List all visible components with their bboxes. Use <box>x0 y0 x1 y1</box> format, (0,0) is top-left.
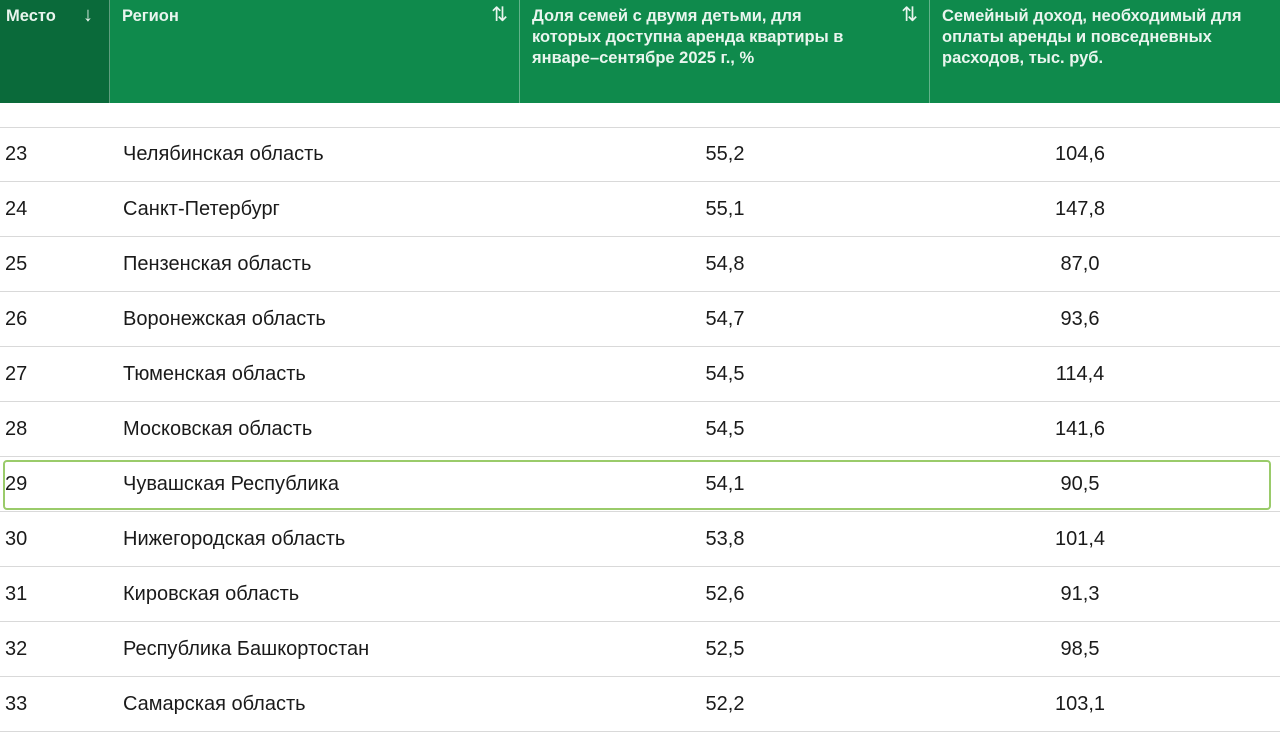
cell-income: 141,6 <box>1054 417 1106 440</box>
cell-place: 26 <box>5 307 28 330</box>
cell-region: Московская область <box>123 417 313 440</box>
cell-share: 54,8 <box>705 252 745 275</box>
cell-region: Воронежская область <box>123 307 326 330</box>
cell-region: Санкт-Петербург <box>123 197 280 220</box>
cell-place: 30 <box>5 527 28 550</box>
header-share[interactable]: Доля семей с двумя детьми, для которых д… <box>520 0 930 103</box>
cell-share: 52,6 <box>705 582 745 605</box>
cell-income: 87,0 <box>1060 252 1100 275</box>
partially-hidden-row <box>0 103 1280 128</box>
cell-region: Самарская область <box>123 692 306 715</box>
cell-share: 54,5 <box>705 417 745 440</box>
table-row[interactable]: 23 Челябинская область 55,2 104,6 <box>0 127 1280 182</box>
table-row[interactable]: 24 Санкт-Петербург 55,1 147,8 <box>0 182 1280 237</box>
cell-place: 28 <box>5 417 28 440</box>
cell-share: 54,1 <box>705 472 745 495</box>
header-region[interactable]: Регион ⇅ <box>110 0 520 103</box>
cell-income: 91,3 <box>1060 582 1100 605</box>
table-row[interactable]: 31 Кировская область 52,6 91,3 <box>0 567 1280 622</box>
cell-place: 24 <box>5 197 28 220</box>
cell-income: 93,6 <box>1060 307 1100 330</box>
cell-share: 55,1 <box>705 197 745 220</box>
sort-toggle-icon[interactable]: ⇅ <box>901 4 918 26</box>
table-row[interactable]: 28 Московская область 54,5 141,6 <box>0 402 1280 457</box>
header-income: Семейный доход, необходимый для оплаты а… <box>930 0 1280 103</box>
cell-place: 27 <box>5 362 28 385</box>
header-income-label: Семейный доход, необходимый для оплаты а… <box>942 7 1242 67</box>
table-row[interactable]: 32 Республика Башкортостан 52,5 98,5 <box>0 622 1280 677</box>
cell-place: 25 <box>5 252 28 275</box>
cell-region: Чувашская Республика <box>123 472 339 495</box>
table-row[interactable]: 27 Тюменская область 54,5 114,4 <box>0 347 1280 402</box>
header-place-label: Место <box>6 7 56 25</box>
cell-place: 29 <box>5 472 28 495</box>
cell-income: 147,8 <box>1054 197 1106 220</box>
cell-share: 55,2 <box>705 142 745 165</box>
cell-income: 104,6 <box>1054 142 1106 165</box>
header-share-label: Доля семей с двумя детьми, для которых д… <box>532 7 844 67</box>
cell-share: 52,2 <box>705 692 745 715</box>
table-row[interactable]: 26 Воронежская область 54,7 93,6 <box>0 292 1280 347</box>
cell-income: 98,5 <box>1060 637 1100 660</box>
cell-region: Тюменская область <box>123 362 306 385</box>
cell-place: 31 <box>5 582 28 605</box>
cell-region: Республика Башкортостан <box>123 637 370 660</box>
cell-region: Челябинская область <box>123 142 324 165</box>
header-region-label: Регион <box>122 7 179 25</box>
cell-region: Кировская область <box>123 582 300 605</box>
cell-share: 54,5 <box>705 362 745 385</box>
sort-toggle-icon[interactable]: ⇅ <box>491 4 508 26</box>
cell-income: 90,5 <box>1060 472 1100 495</box>
table-row[interactable]: 30 Нижегородская область 53,8 101,4 <box>0 512 1280 567</box>
cell-place: 32 <box>5 637 28 660</box>
table-row[interactable]: 33 Самарская область 52,2 103,1 <box>0 677 1280 732</box>
table-row-highlighted[interactable]: 29 Чувашская Республика 54,1 90,5 <box>0 457 1280 512</box>
cell-share: 52,5 <box>705 637 745 660</box>
header-place[interactable]: Место ↓ <box>0 0 110 103</box>
cell-income: 103,1 <box>1054 692 1106 715</box>
cell-region: Нижегородская область <box>123 527 346 550</box>
cell-income: 101,4 <box>1054 527 1106 550</box>
sort-desc-icon[interactable]: ↓ <box>83 4 93 26</box>
table-header: Место ↓ Регион ⇅ Доля семей с двумя деть… <box>0 0 1280 103</box>
cell-share: 54,7 <box>705 307 745 330</box>
cell-place: 23 <box>5 142 28 165</box>
cell-income: 114,4 <box>1055 362 1105 385</box>
cell-share: 53,8 <box>705 527 745 550</box>
cell-place: 33 <box>5 692 28 715</box>
table-row[interactable]: 25 Пензенская область 54,8 87,0 <box>0 237 1280 292</box>
cell-region: Пензенская область <box>123 252 312 275</box>
table-body: 23 Челябинская область 55,2 104,6 24 Санкт-Пе… <box>0 127 1280 732</box>
